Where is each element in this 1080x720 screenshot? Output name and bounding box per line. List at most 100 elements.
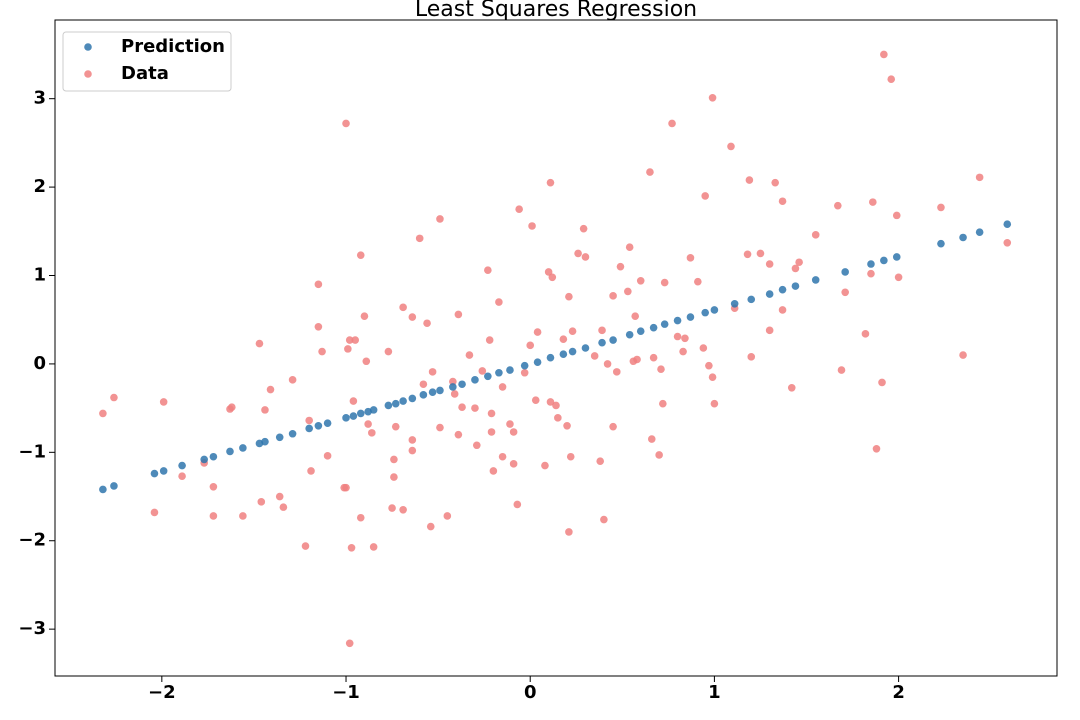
y-tick-label: 1	[33, 265, 46, 286]
scatter-point	[673, 316, 682, 325]
scatter-point	[349, 397, 358, 405]
scatter-point	[581, 344, 590, 352]
scatter-point	[509, 428, 518, 436]
scatter-point	[747, 295, 756, 304]
scatter-point	[568, 347, 577, 356]
scatter-point	[471, 376, 479, 384]
scatter-point	[351, 336, 360, 344]
scatter-point	[487, 428, 496, 436]
scatter-point	[1003, 238, 1012, 247]
scatter-point	[869, 198, 877, 206]
scatter-point	[647, 435, 656, 443]
scatter-point	[342, 414, 350, 422]
scatter-point	[559, 335, 568, 343]
scatter-point	[347, 544, 356, 552]
scatter-point	[399, 303, 407, 312]
scatter-point	[559, 350, 568, 358]
scatter-point	[323, 452, 332, 460]
scatter-point	[226, 447, 234, 456]
scatter-point	[99, 409, 107, 418]
scatter-point	[894, 273, 903, 282]
scatter-point	[419, 391, 428, 399]
y-tick-label: −3	[18, 618, 46, 639]
scatter-point	[841, 288, 849, 297]
y-tick-label: 2	[33, 176, 46, 197]
scatter-point	[600, 515, 608, 524]
scatter-point	[484, 372, 492, 381]
scatter-point	[546, 178, 555, 187]
scatter-point	[625, 330, 634, 339]
scatter-point	[568, 327, 577, 336]
scatter-point	[743, 250, 752, 259]
scatter-point	[450, 390, 459, 398]
scatter-point	[598, 338, 606, 347]
scatter-point	[415, 234, 424, 243]
scatter-point	[705, 361, 713, 370]
scatter-point	[305, 416, 313, 425]
scatter-point	[633, 355, 641, 364]
scatter-point	[454, 430, 463, 439]
scatter-point	[609, 336, 617, 344]
scatter-point	[428, 368, 437, 376]
scatter-point	[454, 310, 463, 319]
scatter-point	[673, 332, 682, 341]
scatter-point	[520, 368, 529, 377]
scatter-point	[443, 512, 452, 520]
scatter-point	[340, 483, 348, 492]
scatter-point	[660, 320, 669, 328]
scatter-point	[487, 409, 496, 418]
scatter-point	[649, 353, 658, 362]
scatter-point	[423, 319, 431, 328]
scatter-point	[686, 313, 695, 321]
scatter-point	[364, 420, 372, 428]
scatter-point	[471, 404, 479, 412]
scatter-point	[436, 386, 444, 395]
scatter-point	[449, 383, 457, 391]
scatter-point	[837, 366, 846, 374]
scatter-point	[787, 383, 796, 392]
y-tick-label: −2	[18, 530, 46, 551]
scatter-point	[485, 336, 494, 344]
scatter-point	[609, 292, 617, 300]
scatter-point	[288, 376, 297, 384]
scatter-point	[261, 406, 269, 414]
scatter-point	[880, 50, 888, 59]
scatter-point	[526, 341, 535, 350]
scatter-point	[301, 542, 310, 550]
scatter-point	[686, 254, 695, 262]
scatter-point	[699, 344, 708, 352]
scatter-point	[110, 393, 118, 402]
scatter-point	[959, 351, 967, 359]
scatter-point	[771, 178, 779, 187]
scatter-point	[892, 253, 901, 261]
scatter-point	[520, 361, 529, 370]
scatter-point	[506, 420, 514, 428]
scatter-point	[546, 398, 555, 406]
scatter-point	[345, 336, 354, 344]
scatter-point	[513, 500, 522, 509]
scatter-point	[307, 467, 315, 475]
scatter-point	[590, 352, 599, 360]
scatter-point	[498, 452, 507, 461]
scatter-point	[495, 368, 503, 377]
scatter-point	[657, 365, 665, 374]
scatter-point	[428, 388, 437, 397]
scatter-point	[765, 260, 774, 268]
x-tick-label: 1	[708, 682, 721, 703]
scatter-point	[765, 290, 774, 298]
scatter-point	[730, 299, 739, 308]
y-tick-label: −1	[18, 441, 46, 462]
scatter-point	[708, 94, 717, 102]
scatter-point	[563, 422, 571, 430]
y-tick-label: 3	[33, 88, 46, 109]
scatter-point	[266, 385, 275, 394]
plot-marks	[99, 50, 1012, 648]
scatter-point	[489, 467, 498, 475]
scatter-point	[159, 467, 168, 475]
scatter-point	[668, 119, 676, 128]
scatter-point	[279, 503, 288, 511]
plot-frame	[54, 19, 1058, 677]
scatter-point	[596, 457, 605, 465]
scatter-point	[778, 197, 787, 206]
